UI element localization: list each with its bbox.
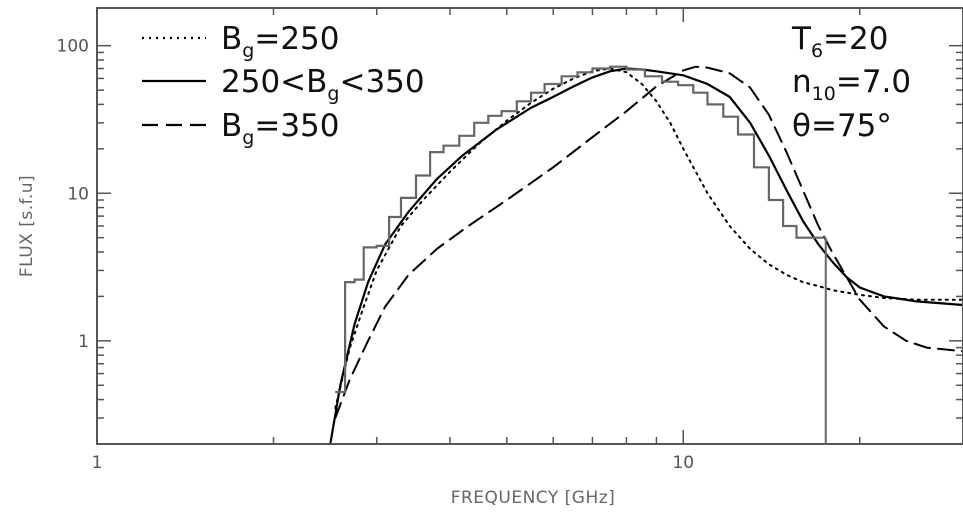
y-tick-label: 100	[57, 37, 89, 57]
series-line-dashed	[334, 65, 963, 419]
ticks-layer: 1 10 1 10 100	[57, 8, 963, 473]
x-tick-label: 10	[672, 453, 694, 473]
y-tick-label: 10	[67, 184, 89, 204]
legend-label: Bg=350	[221, 108, 340, 149]
x-tick-label: 1	[92, 453, 103, 473]
series-line-dotted	[334, 67, 963, 410]
series-layer	[329, 65, 963, 446]
observed-spectrum-histogram	[335, 65, 826, 394]
parameter-annotation: θ=75°	[792, 108, 892, 144]
y-axis-label: FLUX [s.f.u]	[17, 175, 37, 277]
parameter-annotation: n10=7.0	[792, 64, 911, 105]
parameter-annotation: T6=20	[791, 21, 888, 62]
x-axis-label: FREQUENCY [GHz]	[451, 488, 616, 508]
legend-label: Bg=250	[221, 21, 340, 62]
y-tick-label: 1	[78, 332, 89, 352]
legend-label: 250<Bg<350	[221, 64, 425, 105]
